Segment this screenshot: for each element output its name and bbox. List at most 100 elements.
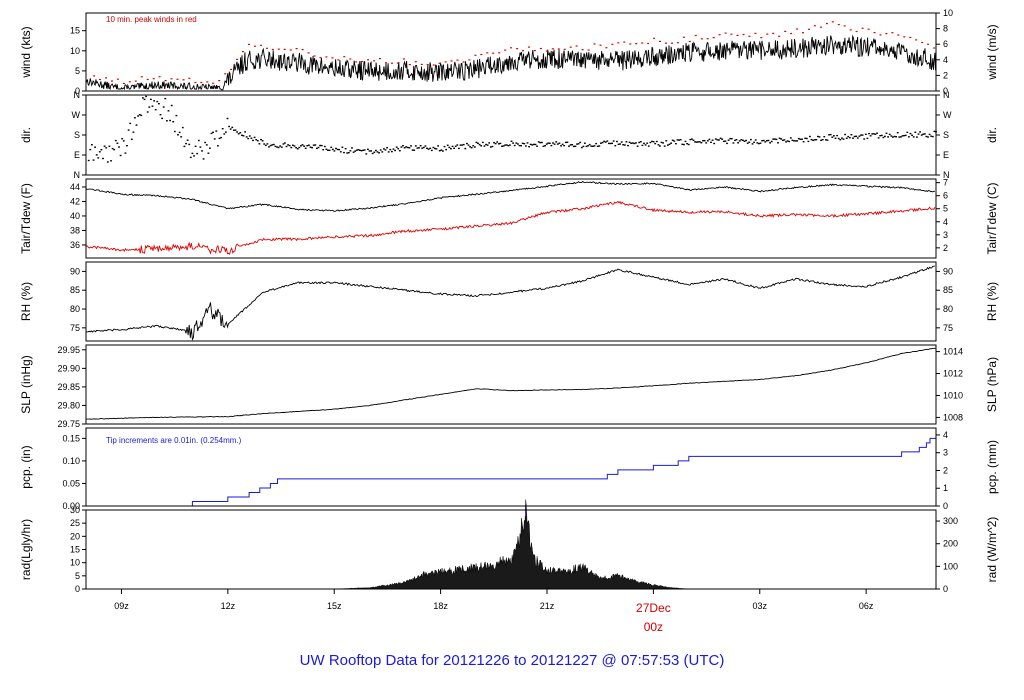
x-tick-label: 03z (753, 601, 768, 611)
direction-point (416, 147, 419, 149)
direction-point (831, 136, 834, 138)
right-tick-label: 0 (943, 86, 948, 96)
direction-point (402, 145, 404, 147)
direction-point (630, 142, 633, 144)
left-axis-title: dir. (19, 127, 33, 143)
direction-point (716, 139, 719, 141)
direction-point (210, 132, 213, 135)
left-tick-label: 38 (70, 225, 80, 235)
direction-point (638, 141, 641, 144)
direction-point (159, 114, 162, 116)
direction-point (901, 135, 904, 137)
right-axis-title: pcp. (mm) (985, 440, 999, 494)
wind-peak-mark (271, 48, 274, 51)
direction-point (213, 138, 216, 140)
direction-point (933, 130, 936, 133)
direction-point (126, 145, 128, 147)
left-tick-label: 10 (70, 558, 80, 568)
wind-peak-mark (629, 43, 632, 45)
direction-point (116, 142, 119, 144)
direction-point (287, 144, 289, 146)
direction-point (454, 145, 457, 147)
direction-point (880, 134, 883, 137)
direction-point (284, 142, 286, 144)
direction-point (513, 144, 516, 147)
direction-point (904, 134, 907, 137)
direction-point (850, 134, 853, 136)
wind-peak-mark (831, 21, 834, 23)
panel-temp: 36 38 40 42 44 2 3 4 5 6 7 Tair/Tdew (F) Tair/Tdew (… (19, 178, 999, 259)
wind-peak-mark (408, 64, 411, 66)
wind-peak-mark (700, 38, 703, 40)
direction-point (896, 132, 899, 134)
direction-point (320, 144, 323, 147)
direction-point (673, 140, 676, 142)
direction-point (354, 150, 357, 152)
wind-peak-mark (111, 80, 113, 82)
direction-point (564, 141, 567, 144)
direction-point (898, 136, 901, 138)
wind-peak-mark (671, 42, 673, 44)
direction-point (627, 144, 629, 147)
wind-peak-mark (843, 25, 846, 27)
direction-point (773, 138, 776, 140)
direction-point (295, 147, 297, 149)
direction-point (722, 140, 725, 143)
wind-peak-mark (605, 47, 608, 49)
wind-peak-mark (391, 62, 393, 64)
direction-point (414, 145, 417, 147)
direction-point (177, 134, 179, 136)
left-tick-label: 0.15 (62, 433, 80, 443)
panel-dir-data (87, 95, 937, 163)
wind-peak-mark (802, 32, 804, 34)
direction-point (355, 149, 358, 151)
wind-peak-mark (349, 58, 352, 60)
direction-point (683, 143, 685, 146)
direction-point (146, 111, 149, 113)
direction-point (201, 150, 203, 152)
direction-point (761, 140, 763, 142)
direction-point (434, 147, 436, 150)
wind-peak-mark (528, 46, 530, 48)
direction-point (110, 160, 112, 162)
left-tick-label: 25 (70, 518, 80, 528)
direction-point (233, 129, 235, 131)
direction-point (456, 144, 459, 146)
direction-point (804, 137, 807, 139)
wind-peak-mark (99, 78, 101, 81)
direction-point (134, 117, 136, 119)
direction-point (368, 150, 371, 152)
right-tick-label: 100 (943, 561, 958, 571)
direction-point (919, 131, 921, 133)
direction-point (751, 143, 754, 145)
direction-point (504, 144, 507, 146)
panel-rad-data (86, 499, 936, 590)
left-tick-label: 29.80 (57, 400, 80, 410)
direction-point (362, 149, 364, 151)
direction-point (481, 141, 484, 144)
right-tick-label: 1010 (943, 390, 963, 400)
direction-point (711, 139, 714, 141)
direction-point (860, 134, 862, 136)
direction-point (745, 139, 747, 142)
direction-point (914, 131, 917, 133)
direction-point (87, 159, 90, 162)
wind-peak-mark (116, 78, 119, 80)
direction-point (555, 141, 558, 143)
direction-point (338, 148, 341, 151)
direction-point (132, 131, 135, 133)
direction-point (264, 144, 267, 147)
direction-point (379, 149, 382, 151)
left-axis-title: rad(Lgly/hr) (19, 519, 33, 580)
direction-point (429, 147, 432, 149)
wind-peak-mark (516, 48, 519, 50)
direction-point (309, 146, 312, 148)
wind-peak-mark (760, 37, 763, 39)
wind-peak-mark (861, 27, 864, 29)
wind-peak-mark (682, 36, 685, 38)
wind-peak-mark (897, 34, 900, 36)
right-tick-label: 10 (943, 8, 953, 18)
wind-peak-mark (849, 29, 852, 31)
right-tick-label: 1 (943, 483, 948, 493)
